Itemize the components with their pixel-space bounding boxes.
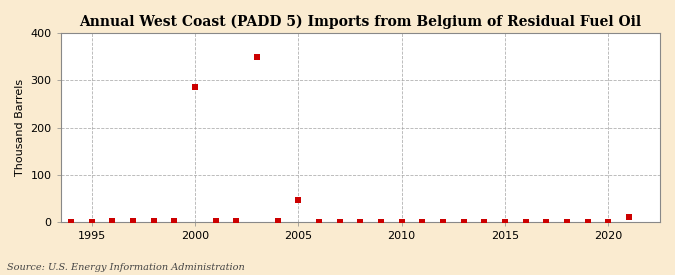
Point [458,219,469,224]
Point [107,219,117,223]
Point [562,219,572,224]
Point [417,219,428,224]
Point [500,219,510,224]
Point [603,219,614,224]
Point [252,55,263,59]
Point [211,219,221,223]
Text: Source: U.S. Energy Information Administration: Source: U.S. Energy Information Administ… [7,263,244,272]
Point [128,219,138,223]
Point [396,219,407,224]
Point [375,219,386,224]
Point [520,219,531,224]
Point [479,219,490,224]
Point [293,197,304,202]
Point [541,219,551,224]
Point [231,219,242,223]
Y-axis label: Thousand Barrels: Thousand Barrels [15,79,25,176]
Point [437,219,448,224]
Point [65,219,76,224]
Point [190,85,200,90]
Title: Annual West Coast (PADD 5) Imports from Belgium of Residual Fuel Oil: Annual West Coast (PADD 5) Imports from … [79,15,641,29]
Point [272,219,283,223]
Point [314,219,325,224]
Point [624,215,634,219]
Point [148,219,159,223]
Point [355,219,366,224]
Point [334,219,345,224]
Point [86,219,97,224]
Point [169,219,180,223]
Point [583,219,593,224]
